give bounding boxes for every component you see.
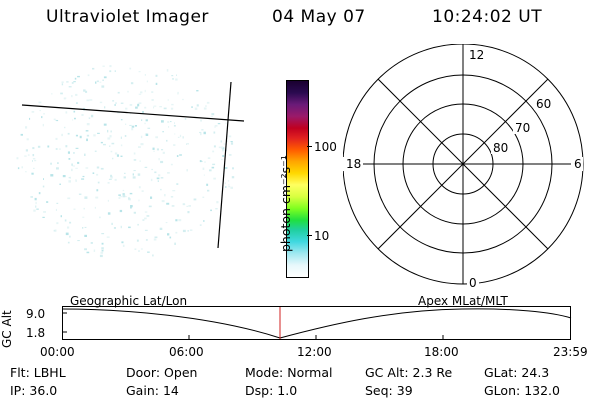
alt-plot-right-title: Apex MLat/MLT [418,294,508,308]
status-mode: Mode: Normal [245,365,333,380]
alt-plot-ylabel: GC Alt [0,310,14,348]
mlt-label-right: 6 [574,157,582,171]
mlt-label-left: 18 [346,157,361,171]
altitude-plot [62,306,572,340]
alt-xtick-1800: 18:00 [424,345,459,359]
colorbar-tick-mark-10 [307,235,312,236]
date-label: 04 May 07 [272,7,366,27]
status-door: Door: Open [126,365,198,380]
colorbar-tick-10: 10 [314,229,330,243]
alt-plot-frame [62,306,571,340]
time-label: 10:24:02 UT [432,7,543,27]
polar-plot: 12 18 6 0 60 70 80 [343,44,584,290]
status-glat: GLat: 24.3 [484,365,550,380]
polar-diagonal-2 [377,78,549,250]
status-gc-alt: GC Alt: 2.3 Re [365,365,453,380]
status-seq: Seq: 39 [365,383,413,398]
alt-plot-left-title: Geographic Lat/Lon [70,294,188,308]
longitude-line [217,81,232,249]
colorbar-unit-label: photon cm⁻²s⁻¹ [278,155,293,252]
status-dsp: Dsp: 1.0 [245,383,298,398]
lat-label-70: 70 [515,121,530,135]
alt-xtick-0000: 00:00 [40,345,75,359]
status-ip: IP: 36.0 [10,383,58,398]
mlt-label-bottom: 0 [469,276,477,290]
mlt-label-top: 12 [469,48,484,62]
instrument-title: Ultraviolet Imager [46,7,209,27]
uv-image-panel [16,65,245,258]
colorbar-tick-mark-100 [307,146,312,147]
status-glon: GLon: 132.0 [484,383,560,398]
orbit-altitude-curve [62,308,572,339]
lat-label-60: 60 [536,97,551,111]
emission-speckles [16,65,235,258]
latitude-line [21,104,245,122]
colorbar-tick-100: 100 [314,140,337,154]
lat-label-80: 80 [493,141,508,155]
color-bar [286,80,309,278]
alt-xtick-0600: 06:00 [169,345,204,359]
alt-xtick-1200: 12:00 [297,345,332,359]
alt-xtick-2359: 23:59 [553,345,588,359]
alt-ytick-9: 9.0 [26,307,46,321]
status-gain: Gain: 14 [126,383,179,398]
alt-ytick-1-8: 1.8 [26,326,46,340]
status-filter: Flt: LBHL [10,365,66,380]
